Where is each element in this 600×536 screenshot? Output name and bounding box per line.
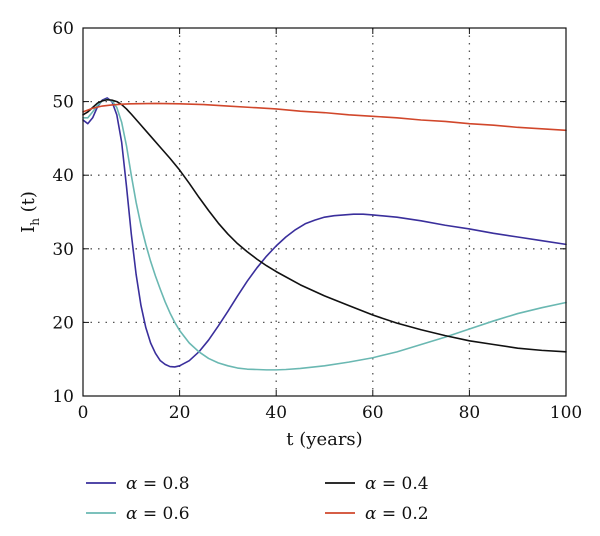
x-axis-label: t (years) [286, 429, 362, 450]
y-tick-label: 20 [52, 313, 74, 333]
series-line-1 [82, 98, 567, 371]
legend-label-3: α = 0.2 [365, 504, 429, 524]
x-tick-label: 100 [550, 403, 582, 423]
series-line-3 [82, 102, 567, 132]
x-tick-label: 20 [169, 403, 191, 423]
axis-ticks: 0 20 40 60 80 100 10 20 30 40 50 60 [52, 19, 582, 423]
x-tick-label: 80 [459, 403, 481, 423]
grid-lines [83, 28, 566, 396]
y-tick-label: 40 [52, 166, 74, 186]
x-tick-label: 60 [362, 403, 384, 423]
legend-label-2: α = 0.4 [365, 474, 429, 494]
y-tick-label: 10 [52, 387, 74, 407]
x-tick-label: 0 [78, 403, 89, 423]
series-line-2 [82, 98, 567, 353]
y-axis-label: Ih (t) [18, 191, 42, 233]
legend-label-1: α = 0.6 [126, 504, 190, 524]
y-axis-label-suffix: (t) [18, 191, 39, 218]
x-tick-label: 40 [265, 403, 287, 423]
plot-frame [82, 27, 567, 397]
y-tick-label: 50 [52, 93, 74, 113]
y-axis-label-sub: h [28, 218, 42, 226]
y-axis-label-main: I [18, 226, 39, 233]
legend-label-0: α = 0.8 [126, 474, 190, 494]
series-line-0 [82, 97, 567, 368]
y-tick-label: 60 [52, 19, 74, 39]
svg-text:Ih (t): Ih (t) [18, 191, 42, 233]
legend: α = 0.8 α = 0.6 α = 0.4 α = 0.2 [86, 474, 429, 524]
series-layer [82, 97, 567, 371]
y-tick-label: 30 [52, 240, 74, 260]
